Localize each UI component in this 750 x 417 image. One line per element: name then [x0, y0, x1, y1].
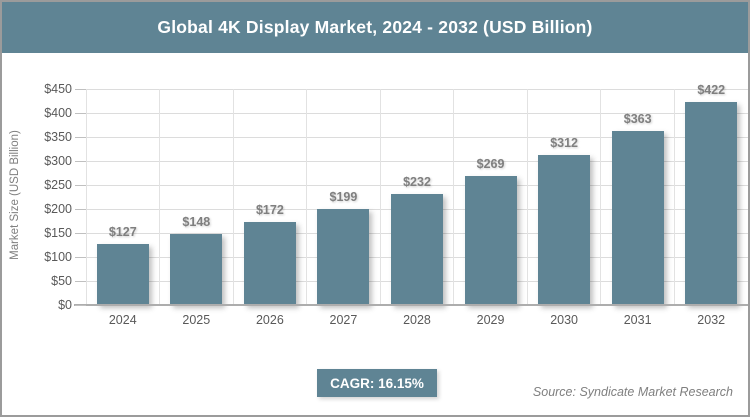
- x-tick-label: 2024: [108, 313, 137, 327]
- y-tick-label: $400: [44, 106, 72, 120]
- bar-2025: [170, 233, 223, 305]
- bar-value-label: $269: [476, 156, 505, 171]
- gridline: [86, 136, 748, 138]
- x-tick-label: 2027: [329, 313, 358, 327]
- y-tick-label: $450: [44, 82, 72, 96]
- y-tick-mark: [75, 113, 86, 114]
- gridline: [747, 89, 748, 305]
- y-tick-label: $100: [44, 250, 72, 264]
- y-tick-label: $200: [44, 202, 72, 216]
- y-tick-label: $300: [44, 154, 72, 168]
- x-tick-label: 2028: [403, 313, 431, 327]
- gridline: [232, 89, 234, 305]
- gridline: [86, 184, 748, 186]
- bar-value-label: $312: [550, 136, 579, 151]
- y-tick-mark: [75, 257, 86, 258]
- bar-2028: [391, 193, 443, 305]
- gridline: [85, 89, 87, 305]
- bar-2024: [96, 244, 149, 305]
- y-tick-label: $150: [44, 226, 72, 240]
- gridline: [453, 89, 455, 305]
- bar-value-label: $422: [697, 83, 726, 98]
- gridline: [86, 88, 748, 90]
- x-tick-label: 2032: [697, 313, 726, 327]
- bar-2027: [317, 209, 370, 305]
- y-tick-mark: [75, 137, 86, 138]
- gridline: [86, 160, 748, 162]
- x-tick-label: 2029: [476, 313, 505, 327]
- y-tick-mark: [75, 209, 86, 210]
- y-tick-mark: [75, 305, 86, 306]
- plot-area: $127 $148 $172 $199 $232 $269 $312 $363 $422: [85, 83, 748, 305]
- bar-2030: [538, 155, 591, 305]
- chart-title: Global 4K Display Market, 2024 - 2032 (U…: [157, 17, 593, 37]
- y-tick-label: $250: [44, 178, 72, 192]
- chart-title-bar: Global 4K Display Market, 2024 - 2032 (U…: [2, 2, 748, 53]
- y-tick-mark: [75, 233, 86, 234]
- bar-2026: [243, 222, 296, 305]
- gridline: [86, 112, 748, 114]
- x-tick-label: 2030: [550, 313, 578, 327]
- x-axis-line: [74, 304, 748, 306]
- y-tick-label: $0: [58, 298, 72, 312]
- cagr-badge: CAGR: 16.15%: [317, 369, 437, 397]
- x-tick-label: 2026: [255, 313, 284, 327]
- gridline: [306, 89, 308, 305]
- bar-2031: [611, 130, 664, 305]
- bar-value-label: $199: [329, 190, 358, 205]
- gridline: [526, 89, 528, 305]
- gridline: [159, 89, 161, 305]
- y-axis-title: Market Size (USD Billion): [9, 130, 21, 260]
- x-tick-label: 2031: [623, 313, 652, 327]
- gridline: [673, 89, 675, 305]
- bar-2032: [685, 102, 738, 305]
- y-tick-label: $50: [51, 274, 72, 288]
- y-tick-label: $350: [44, 130, 72, 144]
- bar-value-label: $363: [623, 111, 652, 126]
- bar-value-label: $148: [182, 214, 211, 229]
- gridline: [600, 89, 602, 305]
- y-tick-mark: [75, 185, 86, 186]
- y-tick-mark: [75, 281, 86, 282]
- bar-value-label: $172: [255, 203, 284, 218]
- bar-2029: [464, 175, 517, 305]
- source-attribution: Source: Syndicate Market Research: [532, 385, 733, 399]
- bar-value-label: $232: [403, 174, 431, 189]
- bar-value-label: $127: [108, 225, 137, 240]
- x-tick-label: 2025: [182, 313, 211, 327]
- y-tick-mark: [75, 161, 86, 162]
- y-tick-mark: [75, 89, 86, 90]
- gridline: [379, 89, 381, 305]
